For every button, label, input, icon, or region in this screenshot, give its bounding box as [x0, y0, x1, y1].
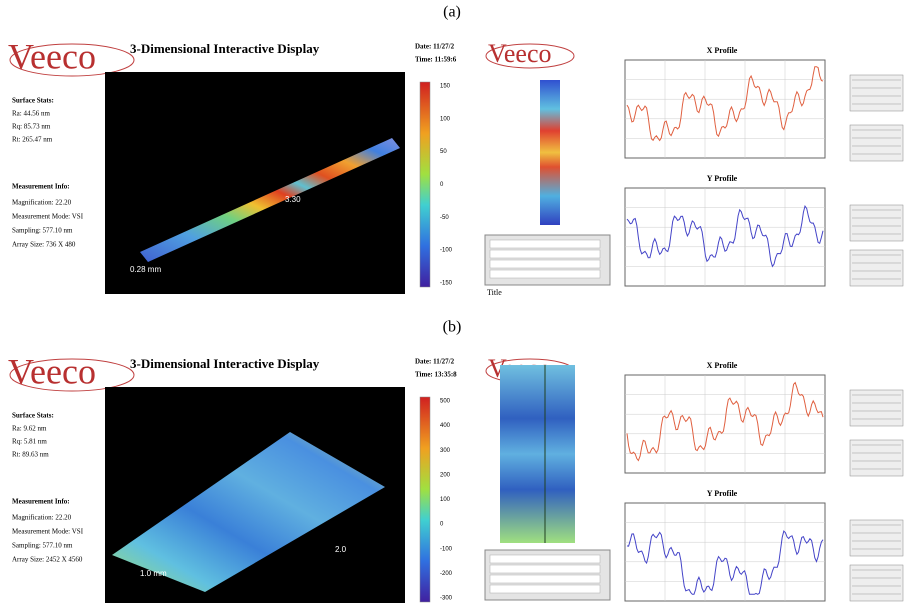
side-box [849, 564, 904, 602]
info-row [489, 584, 601, 594]
surface [140, 138, 400, 262]
info: Magnification: 22.20 [12, 514, 72, 522]
info-heading: Measurement Info: [12, 498, 70, 506]
info: Sampling: 577.10 nm [12, 227, 73, 235]
logo-swoosh [9, 43, 135, 77]
panel-label: (b) [443, 319, 462, 336]
colorbar-tick: -100 [440, 248, 453, 254]
logo: Veeco [8, 36, 96, 76]
info-row [489, 259, 601, 269]
stat: Ra: 9.62 nm [12, 425, 47, 433]
side-box [849, 519, 904, 557]
panel: (a) Veeco 3-Dimensional Interactive Displa… [2, 4, 904, 300]
side-box [849, 124, 904, 162]
stat: Rt: 89.63 nm [12, 451, 49, 459]
profile-frame [624, 187, 826, 287]
window-title: 3-Dimensional Interactive Display [130, 41, 320, 56]
info: Array Size: 2452 X 4560 [12, 556, 83, 564]
logo: Veeco [8, 351, 96, 391]
side-box [849, 249, 904, 287]
stat: Ra: 44.56 nm [12, 110, 50, 118]
info: Sampling: 577.10 nm [12, 542, 73, 550]
window-title: 3-Dimensional Interactive Display [130, 356, 320, 371]
logo-swoosh [9, 358, 135, 392]
time: Time: 13:35:8 [415, 371, 457, 379]
side-box [849, 389, 904, 427]
colorbar-tick: 50 [440, 149, 447, 155]
stat: Rq: 5.81 nm [12, 438, 47, 446]
date: Date: 11/27/2 [415, 43, 455, 51]
info-heading: Measurement Info: [12, 183, 70, 191]
profile-frame [624, 59, 826, 159]
colorbar-tick: 0 [440, 182, 444, 188]
colorbar [419, 396, 431, 603]
info-row [489, 249, 601, 259]
side-box [849, 74, 904, 112]
side-box [849, 204, 904, 242]
colorbar-tick: 200 [440, 472, 451, 478]
colorbar [419, 81, 431, 288]
stat: Rq: 85.73 nm [12, 123, 51, 131]
dimension-label: 0.28 mm [130, 265, 161, 274]
colorbar-tick: 100 [440, 497, 451, 503]
stats-heading: Surface Stats: [12, 97, 54, 105]
info: Measurement Mode: VSI [12, 213, 84, 221]
profile-title: X Profile [707, 46, 738, 55]
colorbar-tick: -200 [440, 571, 453, 577]
dimension-label: 2.0 [335, 545, 347, 554]
colorbar-tick: 500 [440, 399, 451, 405]
footer: Title [487, 288, 502, 297]
colorbar-tick: -50 [440, 215, 449, 221]
time: Time: 11:59:6 [415, 56, 457, 64]
profile-line [626, 66, 824, 142]
info: Measurement Mode: VSI [12, 528, 84, 536]
stat: Rt: 265.47 nm [12, 136, 53, 144]
profile-line [626, 204, 824, 268]
side-box [849, 439, 904, 477]
colorbar-tick: -150 [440, 281, 453, 287]
height-image [500, 365, 575, 543]
colorbar-tick: 300 [440, 448, 451, 454]
info-row [489, 574, 601, 584]
stats-heading: Surface Stats: [12, 412, 54, 420]
surface [112, 432, 385, 592]
panel-label: (a) [443, 4, 461, 21]
info: Array Size: 736 X 480 [12, 241, 76, 249]
colorbar-tick: 150 [440, 84, 451, 90]
colorbar-tick: 100 [440, 116, 451, 122]
colorbar-tick: -100 [440, 546, 453, 552]
colorbar-tick: 0 [440, 522, 444, 528]
profile-line [626, 530, 824, 595]
info: Magnification: 22.20 [12, 199, 72, 207]
info-row [489, 269, 601, 279]
profile-title: X Profile [707, 361, 738, 370]
info-row [489, 564, 601, 574]
profile-line [626, 381, 824, 462]
date: Date: 11/27/2 [415, 358, 455, 366]
profile-title: Y Profile [707, 489, 738, 498]
height-image [540, 80, 560, 225]
colorbar-tick: 400 [440, 423, 451, 429]
info-row [489, 554, 601, 564]
logo: Veeco [488, 39, 552, 68]
dimension-label: 1.0 mm [140, 569, 167, 578]
panel: (b) Veeco 3-Dimensional Interactive Displa… [2, 319, 904, 603]
colorbar-tick: -300 [440, 596, 453, 602]
logo-swoosh [485, 43, 575, 69]
profile-frame [624, 502, 826, 602]
dimension-label: 3.30 [285, 195, 301, 204]
info-row [489, 239, 601, 249]
profile-title: Y Profile [707, 174, 738, 183]
